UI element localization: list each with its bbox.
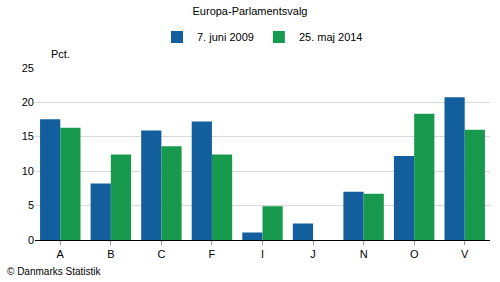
svg-text:J: J bbox=[310, 248, 316, 260]
svg-text:F: F bbox=[209, 248, 216, 260]
svg-text:7. juni 2009: 7. juni 2009 bbox=[197, 31, 254, 43]
svg-text:C: C bbox=[157, 248, 165, 260]
svg-text:A: A bbox=[57, 248, 65, 260]
svg-text:N: N bbox=[360, 248, 368, 260]
svg-text:O: O bbox=[410, 248, 419, 260]
svg-text:25. maj 2014: 25. maj 2014 bbox=[299, 31, 363, 43]
svg-text:25: 25 bbox=[22, 62, 34, 74]
svg-text:5: 5 bbox=[28, 199, 34, 211]
svg-text:Europa-Parlamentsvalg: Europa-Parlamentsvalg bbox=[193, 5, 308, 17]
svg-text:I: I bbox=[261, 248, 264, 260]
svg-text:V: V bbox=[461, 248, 469, 260]
svg-text:B: B bbox=[107, 248, 114, 260]
svg-text:0: 0 bbox=[28, 234, 34, 246]
svg-text:Pct.: Pct. bbox=[51, 48, 70, 60]
svg-text:20: 20 bbox=[22, 96, 34, 108]
svg-text:© Danmarks Statistik: © Danmarks Statistik bbox=[7, 266, 102, 277]
svg-text:10: 10 bbox=[22, 165, 34, 177]
svg-text:15: 15 bbox=[22, 130, 34, 142]
